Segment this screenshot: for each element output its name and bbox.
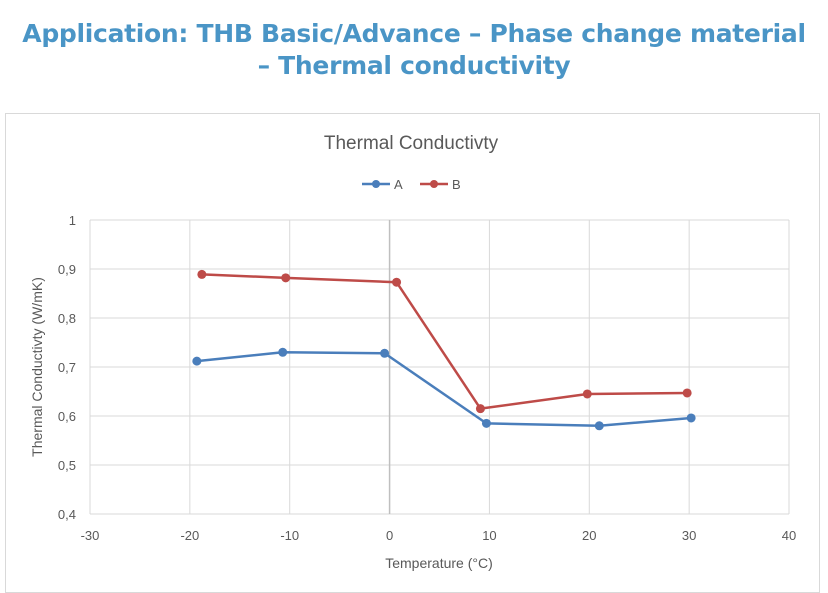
slide-title-line-2: – Thermal conductivity (257, 51, 571, 80)
y-tick-label: 0,7 (58, 360, 76, 375)
x-tick-label: -20 (180, 528, 199, 543)
data-point (582, 389, 592, 399)
legend-label: B (452, 177, 461, 192)
y-axis-title: Thermal Conductivty (W/mK) (29, 277, 45, 457)
data-point (192, 356, 202, 366)
x-axis-ticks: -30 -20 -10 0 10 20 30 40 (81, 528, 797, 543)
series-group (192, 269, 696, 431)
series-b (197, 269, 692, 414)
slide-title: Application: THB Basic/Advance – Phase c… (0, 18, 828, 82)
x-tick-label: -30 (81, 528, 100, 543)
x-axis-title: Temperature (°C) (385, 555, 493, 571)
slide-title-line-1: Application: THB Basic/Advance – Phase c… (22, 19, 806, 48)
legend-marker (430, 180, 438, 188)
series-a (192, 347, 696, 431)
y-tick-label: 0,9 (58, 262, 76, 277)
chart-title: Thermal Conductivty (324, 133, 499, 154)
series-line (201, 273, 688, 410)
data-point (481, 418, 491, 428)
chart-frame (5, 113, 820, 593)
x-tick-label: 40 (782, 528, 796, 543)
data-point (475, 404, 485, 414)
y-tick-label: 0,5 (58, 458, 76, 473)
data-point (682, 388, 692, 398)
data-point (594, 421, 604, 431)
y-tick-label: 0,4 (58, 507, 76, 522)
x-tick-label: 0 (386, 528, 393, 543)
legend-item-b: B (420, 177, 461, 192)
y-tick-label: 0,8 (58, 311, 76, 326)
data-point (281, 273, 291, 283)
legend-item-a: A (362, 177, 403, 192)
data-point (686, 413, 696, 423)
x-tick-label: 30 (682, 528, 696, 543)
y-axis-ticks: 0,4 0,5 0,6 0,7 0,8 0,9 1 (58, 213, 76, 522)
data-point (380, 348, 390, 358)
x-tick-label: -10 (280, 528, 299, 543)
y-tick-label: 1 (69, 213, 76, 228)
gridlines (89, 219, 790, 515)
x-tick-label: 10 (482, 528, 496, 543)
legend-marker (372, 180, 380, 188)
series-line (196, 351, 692, 428)
legend-label: A (394, 177, 403, 192)
data-point (278, 347, 288, 357)
data-point (197, 269, 207, 279)
data-point (392, 277, 402, 287)
y-tick-label: 0,6 (58, 409, 76, 424)
x-tick-label: 20 (582, 528, 596, 543)
